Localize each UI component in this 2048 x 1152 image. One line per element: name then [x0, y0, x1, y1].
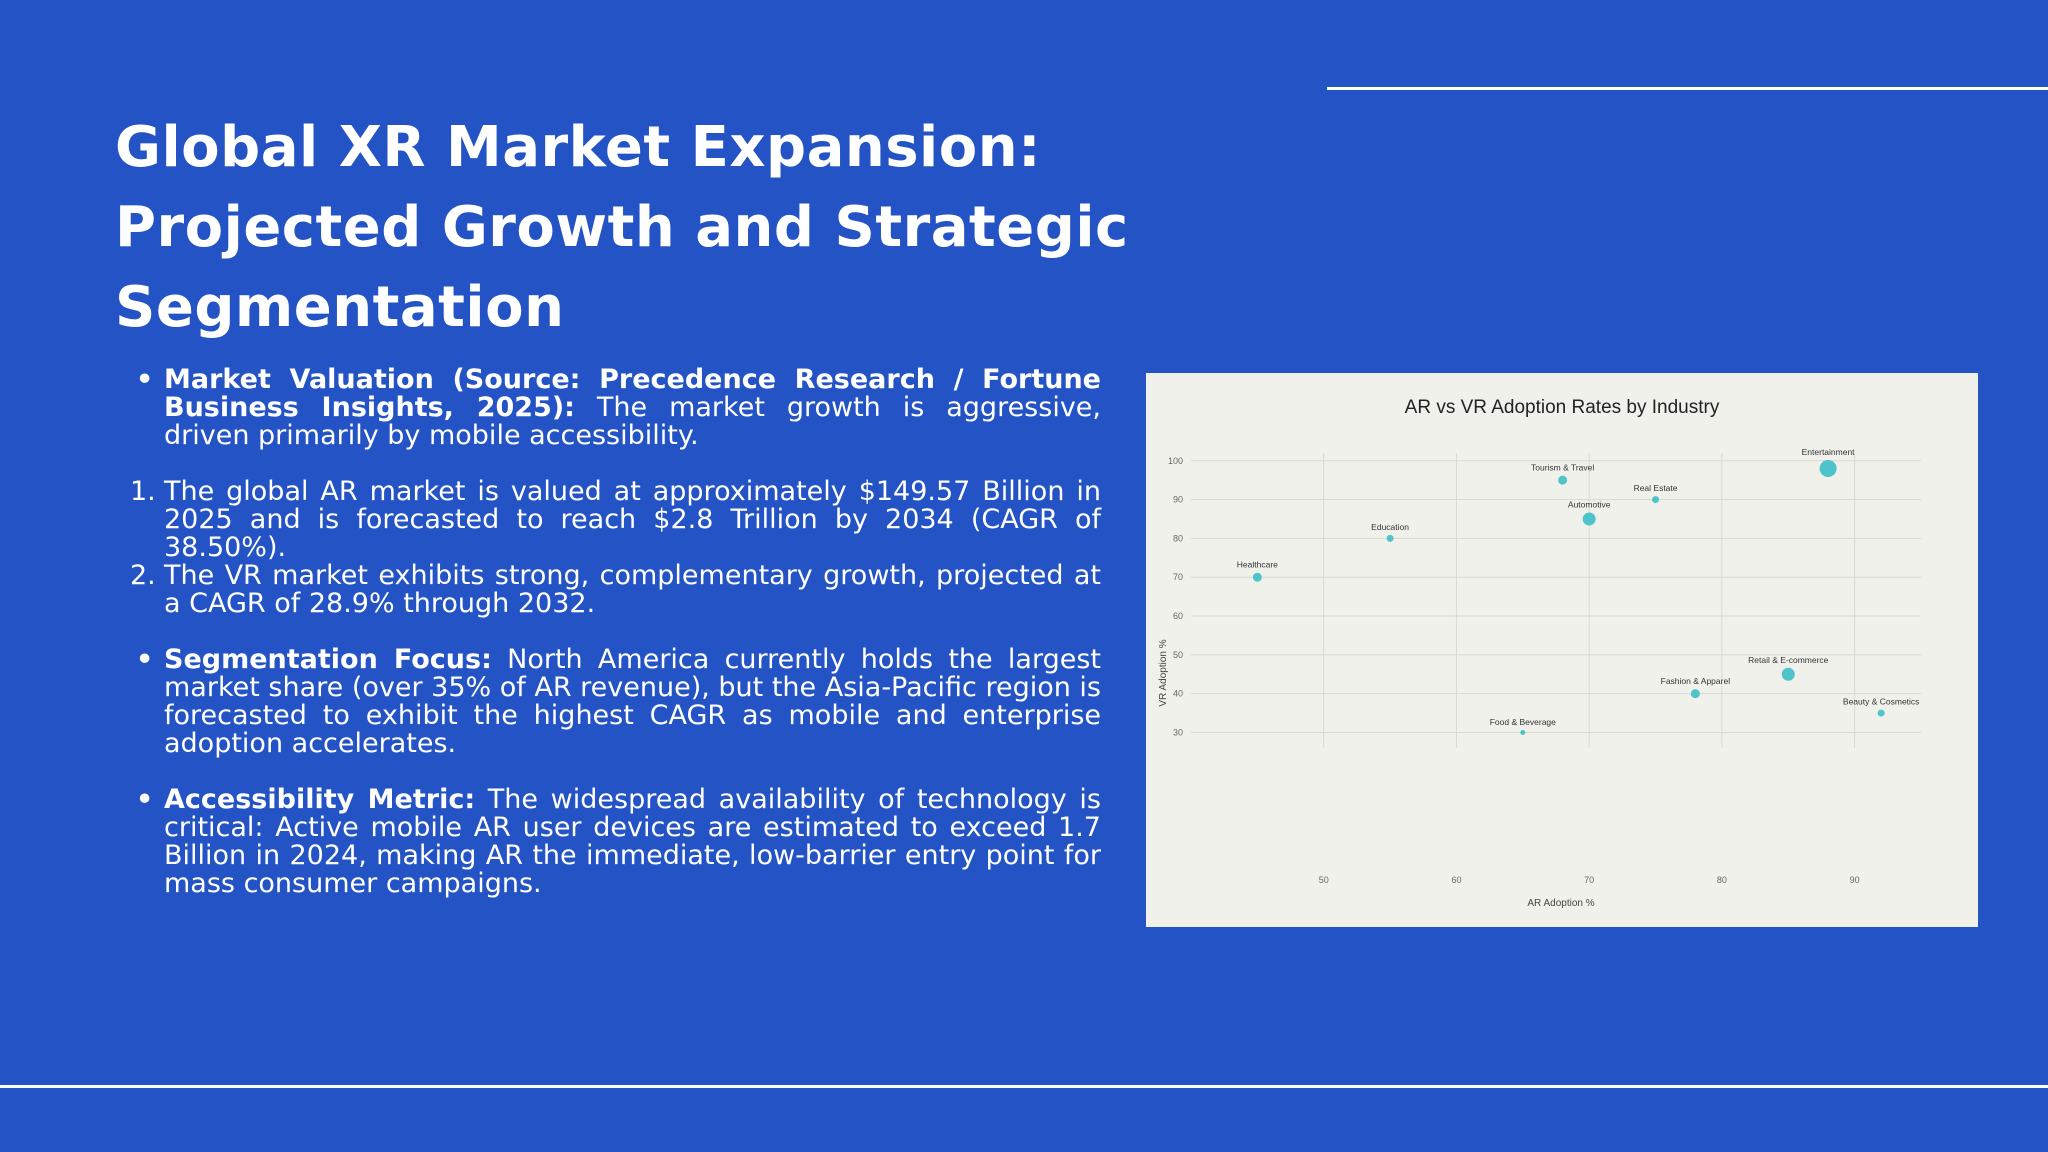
scatter-point[interactable] — [1781, 667, 1795, 681]
scatter-point[interactable] — [1819, 460, 1837, 478]
bullet-text: The widespread availability of technolog… — [164, 784, 1101, 899]
bullet-text: The market growth is aggressive, driven … — [164, 392, 1101, 451]
point-label: Beauty & Cosmetics — [1843, 697, 1920, 707]
bullet-heading: Segmentation Focus: — [164, 644, 492, 675]
slide-body: Market Valuation (Source: Precedence Res… — [130, 366, 1101, 898]
chart-title: AR vs VR Adoption Rates by Industry — [1405, 397, 1720, 418]
x-tick-label: 60 — [1451, 875, 1461, 885]
x-tick-label: 70 — [1584, 875, 1594, 885]
x-tick-label: 80 — [1717, 875, 1727, 885]
y-tick-label: 100 — [1168, 456, 1183, 466]
scatter-point[interactable] — [1386, 534, 1394, 542]
scatter-chart: AR vs VR Adoption Rates by Industry 30 40… — [1158, 397, 1921, 909]
scatter-point[interactable] — [1520, 729, 1526, 735]
scatter-point[interactable] — [1252, 572, 1262, 582]
point-label: Tourism & Travel — [1531, 463, 1594, 473]
bullet-heading: Market Valuation (Source: Precedence Res… — [164, 364, 1101, 423]
scatter-point[interactable] — [1690, 689, 1700, 699]
scatter-point[interactable] — [1582, 512, 1596, 526]
point-label: Education — [1371, 522, 1409, 532]
point-label: Food & Beverage — [1490, 717, 1556, 727]
bullet-segmentation-focus: Segmentation Focus: North America curren… — [136, 646, 1101, 758]
y-tick-label: 70 — [1173, 572, 1183, 582]
item-text: The VR market exhibits strong, complemen… — [164, 560, 1101, 619]
chart-card: AR vs VR Adoption Rates by Industry 30 40… — [1146, 373, 1978, 927]
x-axis-label: AR Adoption % — [1527, 898, 1594, 909]
point-label: Automotive — [1568, 499, 1611, 509]
point-label: Fashion & Apparel — [1661, 676, 1731, 686]
y-tick-label: 80 — [1173, 533, 1183, 543]
scatter-point[interactable] — [1652, 496, 1660, 504]
point-label: Retail & E-commerce — [1748, 655, 1829, 665]
numbered-item-2: 2. The VR market exhibits strong, complem… — [130, 560, 1101, 619]
numbered-item-1: 1. The global AR market is valued at appr… — [130, 476, 1101, 563]
point-label: Entertainment — [1802, 447, 1856, 457]
bullet-heading: Accessibility Metric: — [164, 784, 476, 815]
bullet-market-valuation: Market Valuation (Source: Precedence Res… — [136, 366, 1101, 450]
bullet-accessibility-metric: Accessibility Metric: The widespread ava… — [136, 786, 1101, 898]
top-divider — [1327, 87, 2048, 90]
point-label: Healthcare — [1237, 560, 1278, 570]
y-tick-label: 40 — [1173, 689, 1183, 699]
scatter-point[interactable] — [1558, 475, 1568, 485]
x-tick-label: 50 — [1319, 875, 1329, 885]
y-axis-label: VR Adoption % — [1158, 639, 1169, 706]
bottom-divider — [0, 1085, 2048, 1088]
y-tick-label: 60 — [1173, 611, 1183, 621]
item-text: The global AR market is valued at approx… — [164, 476, 1101, 563]
item-number: 1. — [130, 476, 156, 507]
y-tick-label: 30 — [1173, 727, 1183, 737]
y-tick-label: 50 — [1173, 650, 1183, 660]
point-label: Real Estate — [1634, 483, 1678, 493]
slide-title: Global XR Market Expansion: Projected Gr… — [115, 115, 1129, 340]
item-number: 2. — [130, 560, 156, 591]
bullet-text: North America currently holds the larges… — [164, 644, 1101, 759]
x-tick-label: 90 — [1850, 875, 1860, 885]
y-tick-label: 90 — [1173, 495, 1183, 505]
scatter-point[interactable] — [1877, 709, 1885, 717]
